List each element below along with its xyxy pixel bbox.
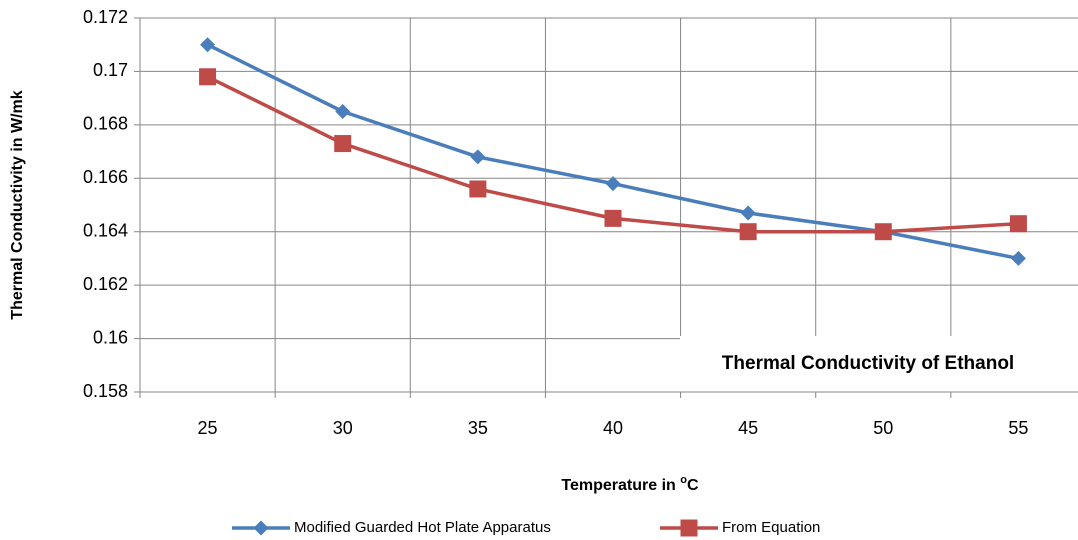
legend-label: Modified Guarded Hot Plate Apparatus: [294, 519, 551, 536]
series-line: [206, 75, 1019, 234]
y-tick-label: 0.166: [83, 167, 128, 187]
tick-labels: 0.158 0.16 0.162 0.164 0.166 0.168 0.17 0.172 25…: [83, 7, 1028, 438]
x-tick-label: 25: [198, 418, 218, 438]
x-axis-title: Temperature in oC: [561, 474, 699, 494]
data-point-diamond: [605, 176, 621, 192]
annotation-background: [680, 336, 1078, 392]
data-point-square: [469, 180, 487, 198]
y-tick-label: 0.162: [83, 274, 128, 294]
x-tick-label: 35: [468, 418, 488, 438]
legend-marker-square: [680, 519, 698, 537]
y-axis-title: Thermal Conductivity in W/mk: [9, 90, 26, 319]
grid-lines: [140, 17, 1078, 392]
y-tick-label: 0.172: [83, 7, 128, 27]
x-tick-label: 40: [603, 418, 623, 438]
legend-item-2: From Equation: [660, 519, 820, 537]
data-point-square: [334, 135, 352, 153]
legend-label: From Equation: [722, 519, 820, 536]
data-point-diamond: [200, 37, 216, 53]
x-axis-title-suffix: C: [687, 477, 699, 494]
data-point-square: [199, 68, 217, 86]
x-tick-label: 55: [1008, 418, 1028, 438]
data-point-square: [874, 223, 892, 241]
annotation-text: Thermal Conductivity of Ethanol: [722, 353, 1014, 374]
data-point-square: [1009, 215, 1027, 233]
data-point-diamond: [470, 149, 486, 165]
legend: Modified Guarded Hot Plate Apparatus From…: [232, 519, 820, 537]
y-tick-label: 0.158: [83, 381, 128, 401]
x-tick-label: 45: [738, 418, 758, 438]
legend-item-1: Modified Guarded Hot Plate Apparatus: [232, 519, 551, 536]
series-2: [199, 68, 1027, 241]
x-tick-label: 30: [333, 418, 353, 438]
y-tick-label: 0.168: [83, 114, 128, 134]
y-tick-label: 0.16: [93, 327, 128, 347]
x-axis-title-superscript: o: [680, 474, 687, 486]
annotation-box: Thermal Conductivity of Ethanol: [680, 336, 1078, 392]
axes: [134, 17, 1078, 398]
series-group: [199, 37, 1027, 266]
x-axis-title-main: Temperature in: [561, 477, 680, 494]
data-point-diamond: [1010, 250, 1026, 266]
data-point-diamond: [740, 205, 756, 221]
y-tick-label: 0.164: [83, 220, 128, 240]
data-point-square: [739, 223, 757, 241]
x-tick-label: 50: [873, 418, 893, 438]
y-tick-label: 0.17: [93, 60, 128, 80]
legend-marker-diamond: [253, 520, 269, 536]
data-point-square: [604, 209, 622, 227]
data-point-diamond: [335, 104, 351, 119]
